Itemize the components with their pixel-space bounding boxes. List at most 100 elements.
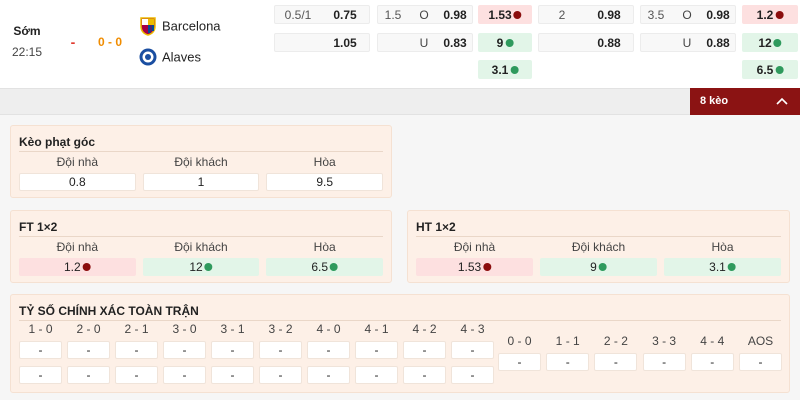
score-cell: [67, 341, 110, 359]
score-label: 0 - 0: [507, 334, 532, 348]
score-cell: [115, 341, 158, 359]
expand-label: 8 kèo: [700, 95, 729, 107]
1x2-cell: [742, 33, 798, 52]
match-status: -: [70, 34, 76, 50]
odds-cell: [664, 258, 781, 276]
column-header: Đội nhà: [56, 240, 99, 254]
divider: [19, 151, 383, 152]
odds-cell: [266, 258, 383, 276]
score-odds: -: [374, 368, 379, 382]
odds-value: 0.8: [69, 175, 86, 189]
odds-value: 9.5: [316, 175, 333, 189]
odds-value: 9: [590, 260, 607, 274]
odds-number: 3.1: [709, 260, 726, 274]
trend-dot: [505, 38, 514, 47]
score-cell: [163, 366, 206, 384]
score-cell: [403, 366, 446, 384]
score-cell: [498, 353, 541, 371]
1x2-cell: [478, 60, 532, 79]
home-logo: [140, 17, 156, 36]
home-team: Barcelona: [162, 18, 221, 34]
odds-value: 1.53: [488, 7, 522, 22]
under-odds: 0.83: [443, 35, 467, 50]
score-odds: -: [374, 343, 379, 357]
score-odds: -: [86, 343, 91, 357]
trend-dot: [330, 263, 338, 271]
odds-value: 12: [758, 36, 782, 50]
odds-number: 1.53: [457, 260, 482, 274]
score-odds: -: [182, 343, 187, 357]
score-cell: [594, 353, 638, 371]
handicap-line: 0.5/1: [284, 7, 312, 22]
score-label: 4 - 3: [460, 322, 485, 336]
handicap-home: 0.98: [597, 7, 621, 22]
odds-number: 1.53: [488, 7, 512, 22]
score-cell: [211, 366, 254, 384]
odds-value: 1.53: [457, 260, 492, 274]
odds-number: 9: [590, 260, 597, 274]
under-odds: 0.88: [706, 35, 730, 50]
score-cell: [451, 341, 494, 359]
score-cell: [546, 353, 590, 371]
column-header: Đội nhà: [56, 155, 99, 169]
trend-dot: [510, 65, 519, 74]
column-header: Hòa: [313, 240, 336, 254]
score-label: 1 - 1: [555, 334, 580, 348]
score-odds: -: [326, 368, 331, 382]
panel-title: FT 1×2: [19, 220, 58, 234]
handicap-cell: [274, 5, 370, 24]
away-logo: [139, 48, 157, 66]
trend-dot: [775, 65, 784, 74]
handicap-away: 0.88: [597, 35, 621, 50]
odds-number: 3.1: [491, 62, 509, 77]
score-label: 3 - 2: [268, 322, 293, 336]
column-header: Hòa: [313, 155, 336, 169]
score-odds: -: [278, 368, 283, 382]
odds-cell: [266, 173, 383, 191]
over-under-cell: [640, 33, 736, 52]
score-odds: -: [422, 343, 427, 357]
score-label: 3 - 3: [652, 334, 677, 348]
over-under-cell: [377, 33, 473, 52]
1x2-cell: [742, 5, 798, 24]
1x2-cell: [478, 33, 532, 52]
score-cell: [211, 341, 254, 359]
odds-number: 6.5: [311, 260, 328, 274]
score-cell: [642, 353, 686, 371]
score-odds: -: [134, 343, 139, 357]
toolbar: [0, 88, 800, 115]
handicap-cell: [538, 33, 634, 52]
divider: [19, 236, 383, 237]
score-odds: -: [86, 368, 91, 382]
score-label: 2 - 2: [603, 334, 628, 348]
trend-dot: [82, 263, 91, 271]
column-header: Đội nhà: [453, 240, 496, 254]
odds-value: 3.1: [709, 260, 736, 274]
score-label: AOS: [747, 334, 774, 348]
score-cell: [259, 341, 302, 359]
ou-line: 3.5: [647, 7, 665, 22]
odds-cell: [19, 173, 136, 191]
score-label: 4 - 1: [364, 322, 389, 336]
handicap-line: 2: [558, 7, 566, 22]
column-header: Hòa: [711, 240, 734, 254]
odds-value: 6.5: [311, 260, 338, 274]
over-odds: 0.98: [443, 7, 467, 22]
odds-number: 0.8: [68, 175, 86, 189]
odds-value: 3.1: [492, 63, 519, 77]
score-cell: [19, 366, 62, 384]
chevron-up: [776, 97, 788, 105]
expand-button[interactable]: 8 kèo: [690, 88, 800, 115]
score-label: 3 - 0: [172, 322, 197, 336]
panel-title: TỶ SỐ CHÍNH XÁC TOÀN TRẬN: [19, 304, 199, 318]
column-header: Đội khách: [174, 240, 228, 254]
score-label: 4 - 0: [316, 322, 341, 336]
1x2-cell: [478, 5, 532, 24]
score-odds: -: [38, 343, 43, 357]
trend-dot: [204, 263, 213, 271]
score-odds: -: [422, 368, 427, 382]
score-cell: [403, 341, 446, 359]
score-cell: [307, 366, 350, 384]
score-odds: -: [230, 343, 235, 357]
